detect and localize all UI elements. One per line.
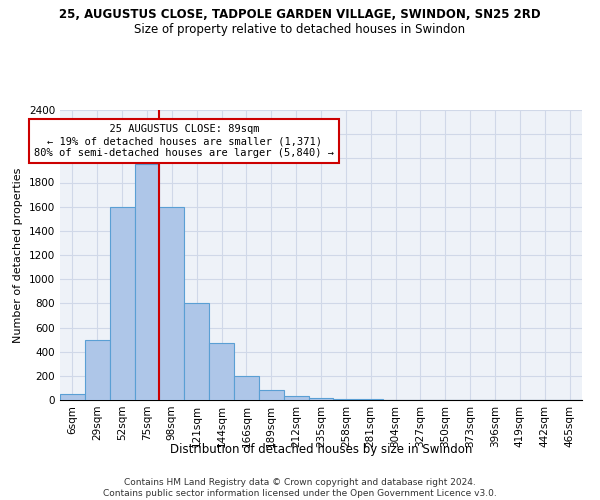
Bar	[284, 396, 308, 400]
Y-axis label: Number of detached properties: Number of detached properties	[13, 168, 23, 342]
Text: Contains HM Land Registry data © Crown copyright and database right 2024.
Contai: Contains HM Land Registry data © Crown c…	[103, 478, 497, 498]
Bar	[308, 398, 334, 400]
Bar	[85, 340, 110, 400]
Bar	[259, 390, 284, 400]
Text: Size of property relative to detached houses in Swindon: Size of property relative to detached ho…	[134, 22, 466, 36]
Bar	[209, 342, 234, 400]
Bar	[110, 206, 134, 400]
Text: 25, AUGUSTUS CLOSE, TADPOLE GARDEN VILLAGE, SWINDON, SN25 2RD: 25, AUGUSTUS CLOSE, TADPOLE GARDEN VILLA…	[59, 8, 541, 20]
Bar	[184, 304, 209, 400]
Text: Distribution of detached houses by size in Swindon: Distribution of detached houses by size …	[170, 442, 472, 456]
Bar	[60, 394, 85, 400]
Text: 25 AUGUSTUS CLOSE: 89sqm  
← 19% of detached houses are smaller (1,371)
80% of s: 25 AUGUSTUS CLOSE: 89sqm ← 19% of detach…	[34, 124, 334, 158]
Bar	[234, 376, 259, 400]
Bar	[160, 206, 184, 400]
Bar	[134, 164, 160, 400]
